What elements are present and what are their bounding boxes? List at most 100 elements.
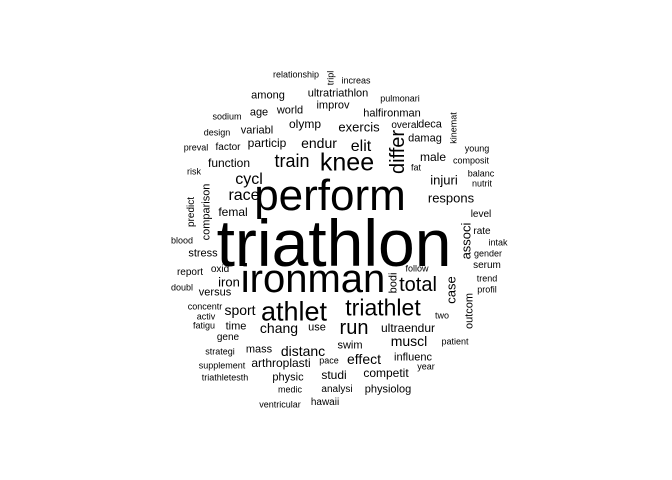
- word-associ: associ: [458, 222, 474, 260]
- word-overal: overal: [391, 120, 419, 131]
- word-doubl: doubl: [170, 282, 194, 293]
- word-comparison: comparison: [200, 183, 213, 241]
- word-follow: follow: [405, 263, 429, 274]
- word-swim: swim: [337, 339, 363, 352]
- word-increas: increas: [341, 75, 371, 86]
- word-trend: trend: [476, 273, 498, 284]
- word-deca: deca: [418, 118, 442, 131]
- word-knee: knee: [319, 148, 375, 177]
- word-injuri: injuri: [430, 172, 458, 188]
- word-sport: sport: [224, 302, 256, 318]
- word-gender: gender: [473, 248, 503, 259]
- word-versus: versus: [198, 286, 232, 299]
- word-endur: endur: [301, 135, 337, 151]
- word-distanc: distanc: [280, 343, 326, 359]
- word-strategi: strategi: [205, 346, 235, 357]
- word-balanc: balanc: [467, 168, 495, 179]
- word-pace: pace: [319, 355, 339, 366]
- word-competit: competit: [363, 366, 409, 380]
- word-two: two: [434, 310, 450, 321]
- word-oxid: oxid: [210, 264, 230, 275]
- word-factor: factor: [215, 142, 241, 153]
- word-run: run: [339, 317, 369, 339]
- word-iron: iron: [218, 274, 240, 290]
- word-bodi: bodi: [387, 272, 400, 294]
- word-analysi: analysi: [321, 384, 353, 395]
- word-triathlet: triathlet: [345, 294, 421, 321]
- word-serum: serum: [473, 260, 501, 271]
- word-elit: elit: [350, 138, 372, 155]
- word-cycl: cycl: [235, 171, 263, 188]
- word-predict: predict: [186, 196, 197, 228]
- word-ultratriathlon: ultratriathlon: [307, 87, 369, 100]
- word-hawaii: hawaii: [310, 397, 340, 408]
- word-blood: blood: [170, 235, 194, 246]
- word-particip: particip: [247, 136, 287, 150]
- word-pulmonari: pulmonari: [380, 93, 420, 104]
- word-triathletesth: triathletesth: [201, 372, 249, 383]
- word-studi: studi: [321, 368, 347, 382]
- word-rate: rate: [473, 226, 491, 237]
- word-kinemat: kinemat: [448, 112, 459, 144]
- word-among: among: [251, 89, 285, 102]
- word-mass: mass: [245, 343, 273, 356]
- word-ventricular: ventricular: [259, 399, 301, 410]
- word-race: race: [228, 187, 260, 204]
- word-arthroplasti: arthroplasti: [251, 356, 311, 370]
- word-preval: preval: [183, 142, 209, 153]
- word-nutrit: nutrit: [471, 178, 493, 189]
- word-time: time: [225, 320, 247, 333]
- word-total: total: [399, 274, 437, 296]
- word-gene: gene: [216, 332, 240, 343]
- word-stress: stress: [188, 247, 218, 260]
- word-exercis: exercis: [338, 119, 380, 135]
- word-damag: damag: [408, 132, 442, 145]
- word-world: world: [276, 104, 304, 117]
- word-use: use: [308, 321, 326, 334]
- word-athlet: athlet: [260, 296, 328, 327]
- word-report: report: [176, 267, 204, 278]
- word-ultraendur: ultraendur: [380, 321, 436, 335]
- word-outcom: outcom: [463, 292, 476, 330]
- word-young: young: [464, 143, 490, 154]
- word-function: function: [207, 156, 251, 170]
- word-fatigu: fatigu: [192, 320, 216, 331]
- word-male: male: [419, 150, 447, 164]
- word-relationship: relationship: [272, 69, 320, 80]
- word-patient: patient: [441, 336, 469, 347]
- word-ironman: ironman: [240, 257, 386, 301]
- word-tripl: tripl: [325, 70, 336, 86]
- word-supplement: supplement: [198, 360, 246, 371]
- word-femal: femal: [218, 205, 248, 219]
- word-profil: profil: [477, 284, 497, 295]
- word-respons: respons: [427, 190, 475, 206]
- word-activ: activ: [196, 311, 216, 322]
- word-muscl: muscl: [390, 333, 428, 349]
- word-improv: improv: [316, 99, 350, 112]
- word-sodium: sodium: [212, 111, 242, 122]
- word-influenc: influenc: [394, 351, 432, 364]
- word-physiolog: physiolog: [364, 383, 412, 396]
- word-differ: differ: [387, 129, 409, 175]
- word-effect: effect: [347, 351, 381, 367]
- word-risk: risk: [187, 166, 201, 177]
- word-intak: intak: [488, 237, 508, 248]
- word-variabl: variabl: [240, 124, 274, 137]
- word-year: year: [417, 361, 435, 372]
- word-concentr: concentr: [187, 301, 223, 312]
- word-medic: medic: [277, 384, 303, 395]
- word-level: level: [470, 209, 492, 220]
- word-composit: composit: [452, 155, 490, 166]
- word-perform: perform: [254, 171, 406, 220]
- word-design: design: [203, 127, 231, 138]
- word-halfironman: halfironman: [363, 107, 421, 120]
- word-triathlon: triathlon: [216, 206, 452, 280]
- word-olymp: olymp: [288, 117, 322, 131]
- word-case: case: [443, 276, 459, 304]
- word-train: train: [274, 151, 310, 171]
- word-chang: chang: [259, 320, 299, 336]
- word-physic: physic: [272, 371, 304, 384]
- word-age: age: [249, 106, 269, 119]
- word-fat: fat: [410, 162, 422, 173]
